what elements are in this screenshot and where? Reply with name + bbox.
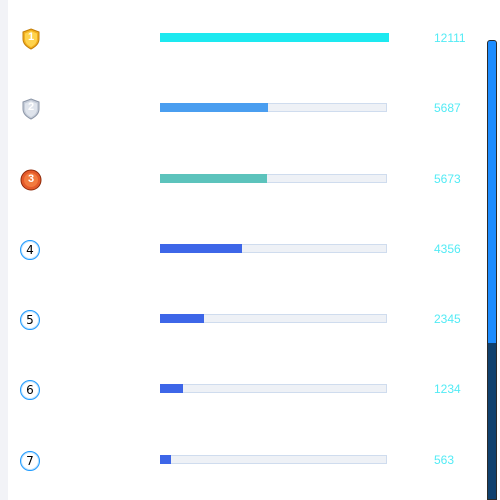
progress-track: [160, 314, 387, 323]
value-label: 4356: [434, 242, 461, 256]
progress-fill: [160, 314, 204, 323]
ranking-row-3: 3 5673: [8, 165, 478, 195]
ranking-row-2: 2 5687: [8, 94, 478, 124]
silver-medal-icon: 2: [20, 98, 42, 120]
ranking-row-5: 5 2345: [8, 305, 478, 335]
progress-fill: [160, 455, 171, 464]
progress-fill: [160, 33, 389, 42]
scrollbar-thumb[interactable]: [488, 41, 496, 343]
progress-track: [160, 384, 387, 393]
progress-fill: [160, 174, 267, 183]
progress-track: [160, 455, 387, 464]
rank-number-icon: 5: [20, 310, 40, 330]
vertical-scrollbar[interactable]: [487, 40, 497, 500]
gold-medal-icon: 1: [20, 28, 42, 50]
ranking-row-6: 6 1234: [8, 375, 478, 405]
progress-track: [160, 103, 387, 112]
progress-track: [160, 244, 387, 253]
progress-fill: [160, 103, 268, 112]
rank-label: 3: [27, 173, 35, 185]
ranking-row-1: 1 12111: [8, 24, 478, 54]
progress-fill: [160, 384, 183, 393]
value-label: 12111: [434, 31, 466, 45]
ranking-panel: 1 12111 2 5687 3 5673: [8, 0, 500, 500]
ranking-row-7: 7 563: [8, 446, 478, 476]
value-label: 5673: [434, 172, 461, 186]
rank-label: 2: [27, 101, 35, 113]
progress-fill: [160, 244, 242, 253]
value-label: 563: [434, 453, 455, 467]
rank-number-icon: 7: [20, 451, 40, 471]
rank-number-icon: 4: [20, 240, 40, 260]
ranking-row-4: 4 4356: [8, 235, 478, 265]
value-label: 2345: [434, 312, 461, 326]
progress-track: [160, 33, 389, 42]
progress-track: [160, 174, 387, 183]
rank-number-icon: 6: [20, 380, 40, 400]
bronze-medal-icon: 3: [20, 169, 42, 191]
value-label: 5687: [434, 101, 461, 115]
rank-label: 1: [27, 31, 35, 43]
value-label: 1234: [434, 382, 461, 396]
